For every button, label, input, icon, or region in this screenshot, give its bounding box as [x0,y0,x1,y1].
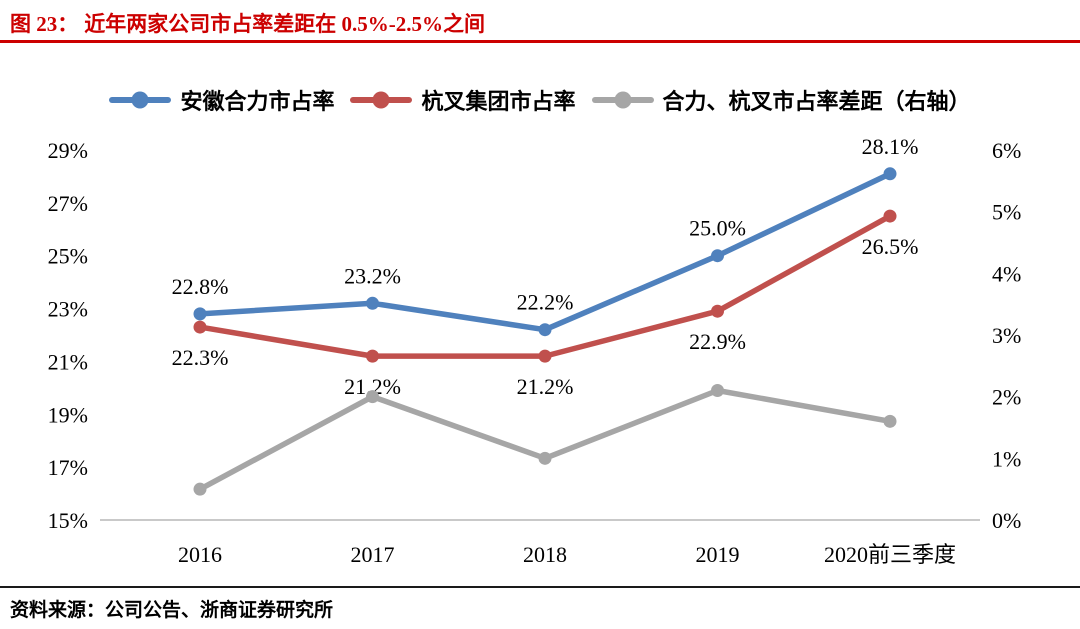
series-1-data-point [366,349,379,363]
series-1-data-label: 22.9% [689,329,746,354]
series-0-data-label: 25.0% [689,216,746,241]
series-1-data-point [883,209,897,223]
legend-marker-gap-icon [591,91,654,109]
series-0-data-point [193,307,207,321]
figure-title: 近年两家公司市占率差距在 0.5%-2.5%之间 [84,12,485,36]
left-axis-tick: 27% [48,191,88,216]
legend-item-gap: 合力、杭叉市占率差距（右轴） [591,84,971,116]
source-label: 资料来源： [10,600,106,621]
right-axis-tick: 6% [992,138,1021,163]
legend-item-hangcha: 杭叉集团市占率 [350,84,576,116]
source-text: 公司公告、浙商证券研究所 [105,600,334,621]
footer-rule [0,586,1080,588]
chart-legend: 安徽合力市占率 杭叉集团市占率 合力、杭叉市占率差距（右轴） [0,84,1080,116]
series-0-data-point [883,167,897,181]
left-axis-tick: 25% [48,244,88,269]
legend-dot-icon [131,91,149,109]
right-axis-tick: 5% [992,200,1021,225]
source-note: 资料来源：公司公告、浙商证券研究所 [10,595,333,622]
series-2-data-point [883,414,897,428]
series-2-data-point [711,384,724,397]
series-1-data-label: 22.3% [172,345,229,370]
left-axis-tick: 15% [48,508,88,533]
left-axis-tick: 17% [48,455,88,480]
legend-marker-anhui-heli-icon [109,91,172,109]
left-axis-tick: 29% [48,138,88,163]
series-0-data-point [711,249,724,263]
header-rule [0,40,1080,43]
left-axis-tick: 19% [48,402,88,427]
series-0-data-label: 22.8% [172,274,229,299]
right-axis-tick: 0% [992,508,1021,533]
legend-label-hangcha: 杭叉集团市占率 [421,89,576,114]
series-0-data-label: 23.2% [344,263,401,288]
series-1-data-label: 21.2% [517,374,574,399]
x-axis-label: 2018 [523,542,567,567]
legend-item-anhui-heli: 安徽合力市占率 [109,84,334,116]
legend-dot-icon [614,91,631,109]
series-0-data-label: 22.2% [517,290,574,315]
x-axis-label: 2016 [178,542,222,567]
series-1-data-label: 26.5% [862,234,919,259]
series-0-data-point [538,323,552,337]
series-line-2 [197,387,893,492]
series-0-data-label: 28.1% [862,134,919,159]
series-1-data-point [193,320,207,334]
x-axis-label: 2017 [351,542,395,567]
series-2-data-point [366,390,379,404]
legend-marker-hangcha-icon [350,91,413,109]
right-axis-tick: 3% [992,323,1021,348]
x-axis-label: 2019 [696,542,740,567]
figure-label: 图 23： [10,12,79,36]
series-2-data-point [193,482,207,496]
figure-header: 图 23： 近年两家公司市占率差距在 0.5%-2.5%之间 [10,8,485,38]
right-axis-tick: 2% [992,385,1021,410]
left-axis-tick: 21% [48,349,88,374]
legend-label-anhui-heli: 安徽合力市占率 [180,89,335,114]
series-1-data-point [538,349,552,363]
legend-label-gap: 合力、杭叉市占率差距（右轴） [662,89,971,114]
left-axis-tick: 23% [48,297,88,322]
series-2-data-point [538,451,552,465]
right-axis-tick: 1% [992,446,1021,471]
series-0-data-point [366,296,379,310]
x-axis-label: 2020前三季度 [824,542,956,567]
legend-dot-icon [372,91,390,109]
right-axis-tick: 4% [992,261,1021,286]
series-1-data-point [711,304,724,318]
